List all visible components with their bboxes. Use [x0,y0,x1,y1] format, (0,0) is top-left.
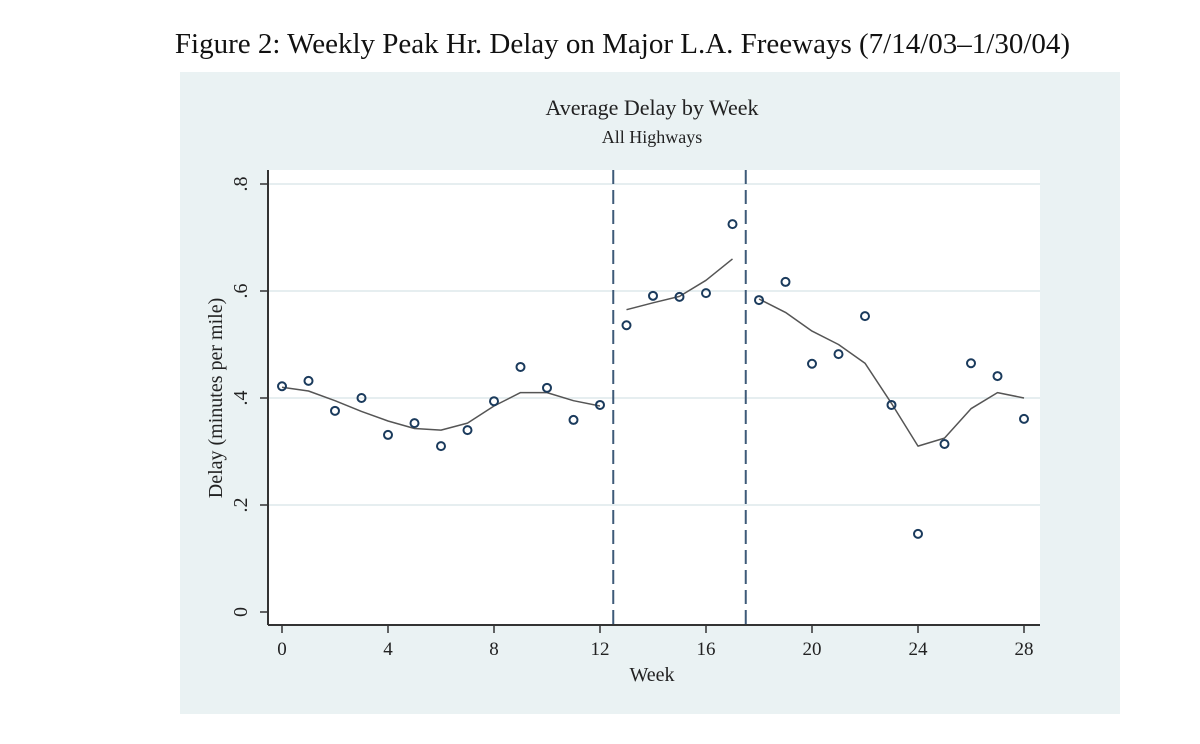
x-axis-label: Week [629,664,674,686]
data-point [303,375,314,386]
data-point [674,291,685,302]
x-tick-label: 28 [1015,639,1034,660]
data-point [648,290,658,301]
data-point [462,425,473,436]
data-point [913,528,923,539]
data-point [356,393,367,403]
chart-title: Average Delay by Week [545,95,758,120]
x-tick-label: 8 [489,639,499,660]
data-point [860,311,870,322]
data-point [886,399,897,410]
data-point [568,414,579,425]
x-tick-label: 0 [277,639,287,660]
data-point [939,439,950,450]
x-tick-label: 24 [909,639,929,660]
data-point [727,219,738,230]
y-tick-label: .4 [230,391,252,406]
data-point [595,399,605,410]
y-tick-label: .8 [230,177,252,192]
data-point [515,361,526,372]
data-point [330,405,340,416]
data-point [542,382,552,393]
data-point [436,441,446,452]
data-point [833,349,844,360]
chart-subtitle: All Highways [602,127,703,147]
figure-title: Figure 2: Weekly Peak Hr. Delay on Major… [174,28,1071,60]
y-tick-label: 0 [230,607,252,617]
data-point [966,358,976,369]
x-tick-label: 4 [383,639,393,660]
data-point [780,276,791,287]
data-point [992,371,1003,382]
data-point [277,381,287,392]
smooth-line [758,298,1025,447]
x-tick-label: 16 [697,639,716,660]
y-tick-label: .6 [230,284,252,299]
data-point [1019,413,1029,424]
data-point [701,288,711,299]
data-point [409,418,420,429]
y-tick-label: .2 [230,498,252,513]
data-point [383,429,393,440]
x-tick-label: 12 [591,639,610,660]
data-point [754,295,764,306]
smooth-line [626,258,733,311]
x-tick-label: 20 [803,639,822,660]
data-point [489,396,499,407]
data-point [807,358,817,369]
y-axis-label: Delay (minutes per mile) [205,298,227,499]
data-point [621,320,632,331]
